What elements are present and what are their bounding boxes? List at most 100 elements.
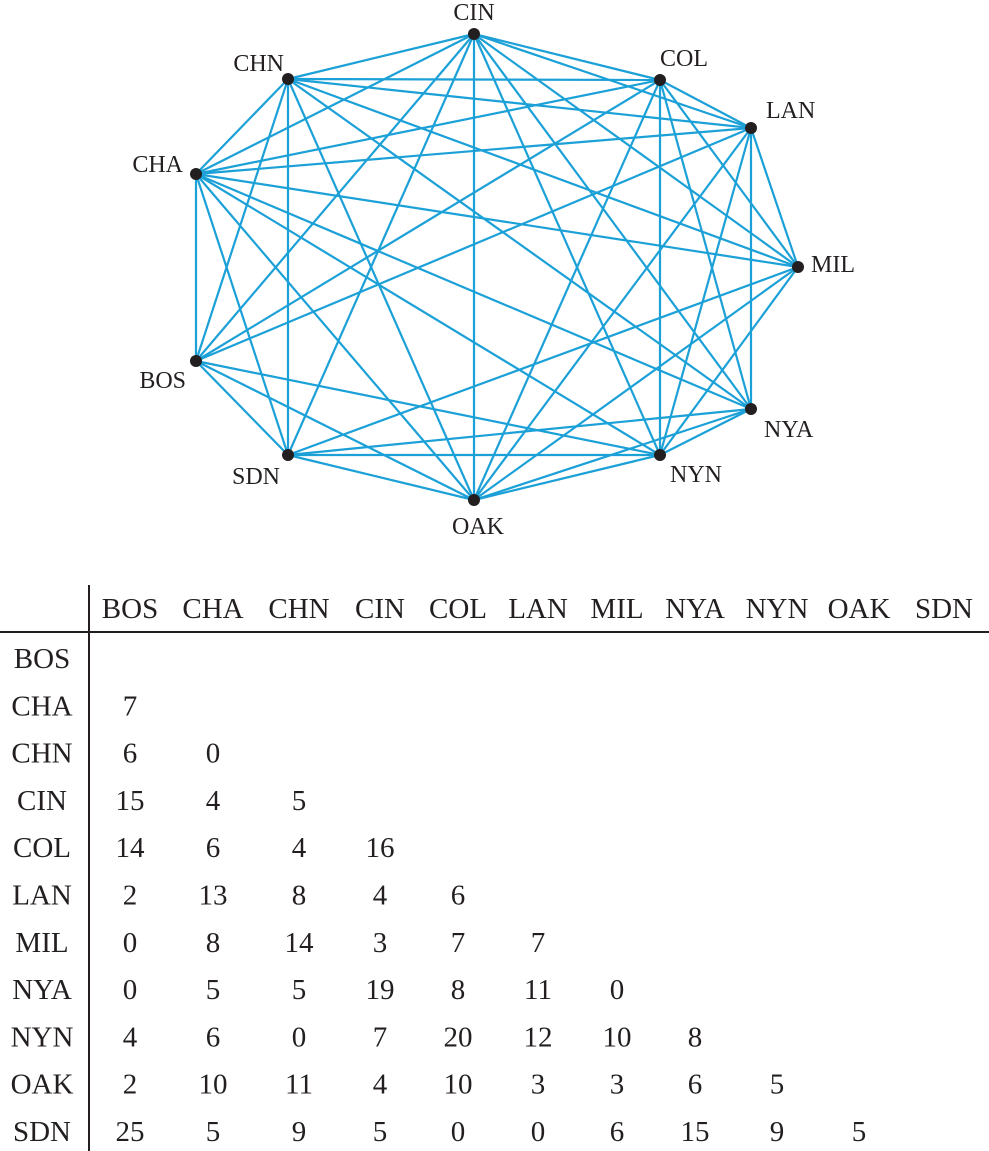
edge-cin-sdn (286, 33, 476, 456)
edge-cha-nyn (195, 173, 661, 456)
edge-col-lan (659, 79, 752, 129)
table-cell: 5 (852, 1116, 867, 1148)
table-cell: 9 (292, 1116, 307, 1148)
row-label-lan: LAN (12, 880, 72, 912)
table-cell: 6 (451, 880, 466, 912)
table-cell: 20 (444, 1021, 473, 1053)
table-cell: 10 (199, 1069, 228, 1101)
row-label-nya: NYA (12, 974, 72, 1006)
edge-cin-lan (473, 32, 752, 130)
node-label-chn: CHN (233, 51, 284, 77)
table-cell: 4 (292, 832, 307, 864)
node-label-lan: LAN (766, 98, 815, 124)
table-cell: 13 (199, 880, 228, 912)
table-cell: 0 (123, 927, 138, 959)
table-cell: 0 (292, 1021, 307, 1053)
table-cell: 5 (206, 1116, 221, 1148)
table-cell: 16 (366, 832, 395, 864)
node-label-oak: OAK (452, 514, 505, 540)
edge-cha-cin (195, 33, 475, 175)
edge-cha-sdn (194, 173, 290, 456)
edge-bos-chn (194, 78, 290, 362)
node-label-bos: BOS (139, 368, 186, 394)
column-header-col: COL (429, 593, 487, 625)
table-cell: 14 (285, 927, 315, 959)
edge-chn-mil (287, 77, 799, 269)
table-cell: 5 (206, 974, 221, 1006)
node-chn (282, 73, 294, 85)
table-cell: 7 (123, 690, 138, 722)
edge-cha-chn (195, 78, 289, 175)
table-cell: 4 (123, 1021, 138, 1053)
edge-col-nya (658, 79, 753, 410)
node-cha (190, 168, 202, 180)
column-header-chn: CHN (268, 593, 329, 625)
row-label-bos: BOS (14, 643, 70, 675)
node-label-cha: CHA (132, 152, 183, 178)
edge-chn-cin (287, 32, 475, 81)
table-cell: 10 (444, 1069, 473, 1101)
node-label-mil: MIL (811, 252, 855, 278)
edge-lan-mil (749, 127, 800, 268)
node-label-nya: NYA (764, 417, 814, 443)
row-label-cin: CIN (17, 785, 67, 817)
table-cell: 3 (373, 927, 388, 959)
table-cell: 8 (688, 1021, 703, 1053)
graph-edges (194, 32, 800, 502)
table-cell: 3 (610, 1069, 625, 1101)
table-row-labels: BOS CHA CHN CIN COL LAN MIL NYA NYN OAK SDN (11, 643, 74, 1148)
edge-cin-col (473, 32, 661, 82)
node-col (654, 74, 666, 86)
node-cin (468, 28, 480, 40)
table-cell: 4 (206, 785, 221, 817)
edge-lan-nyn (658, 127, 753, 456)
table-cell: 12 (524, 1021, 553, 1053)
node-sdn (282, 449, 294, 461)
edge-lan-oak (473, 127, 752, 501)
edge-cin-mil (473, 33, 799, 268)
table-column-headers: BOS CHA CHN CIN COL LAN MIL NYA NYN OAK SDN (102, 593, 973, 625)
edge-mil-nyn (659, 266, 799, 456)
edge-cha-mil (195, 172, 799, 269)
table-cell: 10 (603, 1021, 632, 1053)
edge-chn-oak (286, 78, 476, 501)
edge-nyn-oak (473, 453, 661, 502)
edge-col-mil (659, 79, 799, 268)
column-header-mil: MIL (590, 593, 643, 625)
node-label-sdn: SDN (232, 464, 280, 490)
edge-mil-sdn (287, 265, 799, 457)
table-cell: 6 (206, 1021, 221, 1053)
column-header-nyn: NYN (746, 593, 809, 625)
graph-nodes: BOS CHA CHN CIN COL LAN MIL NYA NYN OAK SDN (132, 0, 855, 540)
table-cell: 8 (206, 927, 221, 959)
column-header-oak: OAK (828, 593, 891, 625)
edge-bos-cin (195, 33, 475, 362)
table-cell: 5 (373, 1116, 388, 1148)
table-cell: 0 (451, 1116, 466, 1148)
node-label-nyn: NYN (670, 462, 722, 488)
column-header-cin: CIN (355, 593, 405, 625)
table-cell: 0 (123, 974, 138, 1006)
edge-cha-col (195, 78, 661, 176)
node-label-cin: CIN (453, 0, 494, 26)
table-cell: 4 (373, 1069, 388, 1101)
distance-matrix-table: BOS CHA CHN CIN COL LAN MIL NYA NYN OAK SDN BOS CHA… (0, 585, 989, 1151)
table-cell: 6 (610, 1116, 625, 1148)
table-cell: 0 (206, 738, 221, 770)
column-header-lan: LAN (508, 593, 568, 625)
table-cell: 15 (681, 1116, 710, 1148)
edge-mil-oak (473, 266, 799, 501)
node-label-col: COL (660, 46, 708, 72)
table-cell: 5 (292, 974, 307, 1006)
edge-cha-oak (195, 173, 475, 501)
table-cell: 7 (531, 927, 546, 959)
edge-chn-nya (287, 78, 752, 410)
edge-bos-oak (195, 360, 475, 501)
edge-col-oak (472, 79, 662, 501)
table-cell: 11 (285, 1069, 313, 1101)
table-cell: 2 (123, 1069, 138, 1101)
table-cell: 11 (524, 974, 552, 1006)
team-network-graph: BOS CHA CHN CIN COL LAN MIL NYA NYN OAK SDN (132, 0, 855, 540)
edge-nya-sdn (287, 407, 752, 457)
edge-cin-nyn (472, 33, 662, 456)
